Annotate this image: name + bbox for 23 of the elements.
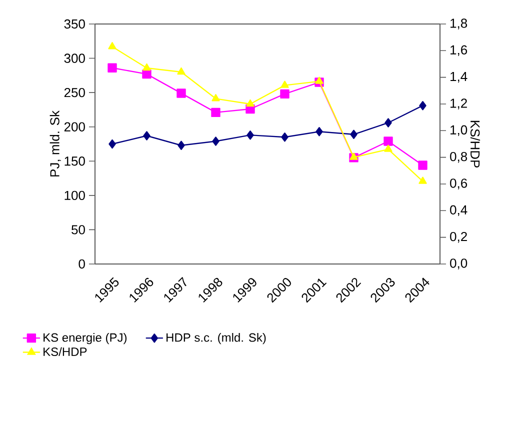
- legend-label: KS energie (PJ): [44, 332, 127, 344]
- y2-tick-label: 0,6: [450, 178, 468, 190]
- y-tick-label: 150: [64, 156, 85, 166]
- y2-axis-title: KS/HDP: [470, 120, 480, 168]
- y-tick-label: 200: [64, 122, 85, 132]
- y2-tick-label: 0,2: [450, 232, 467, 243]
- y2-tick-label: 1,6: [450, 45, 468, 56]
- y-tick-label: 300: [64, 54, 85, 63]
- y2-tick-label: 1,4: [450, 72, 468, 83]
- y2-tick-label: 1,8: [450, 18, 468, 30]
- legend-label: HDP s.c. (mld. Sk): [166, 332, 266, 344]
- y-tick-label: 0: [78, 259, 85, 269]
- y-tick-label: 350: [64, 19, 85, 29]
- y2-tick-label: 1,2: [450, 98, 467, 110]
- y-tick-label: 250: [64, 88, 85, 98]
- y2-tick-label: 0,8: [450, 152, 468, 163]
- legend-label: KS/HDP: [44, 347, 87, 356]
- y2-tick-label: 1,0: [450, 125, 468, 136]
- y2-tick-label: 0,4: [450, 205, 468, 216]
- y-tick-label: 50: [72, 225, 85, 234]
- y-axis-title: PJ, mld. Sk: [50, 110, 61, 176]
- y-tick-label: 100: [64, 190, 85, 200]
- y2-tick-label: 0,0: [450, 258, 468, 270]
